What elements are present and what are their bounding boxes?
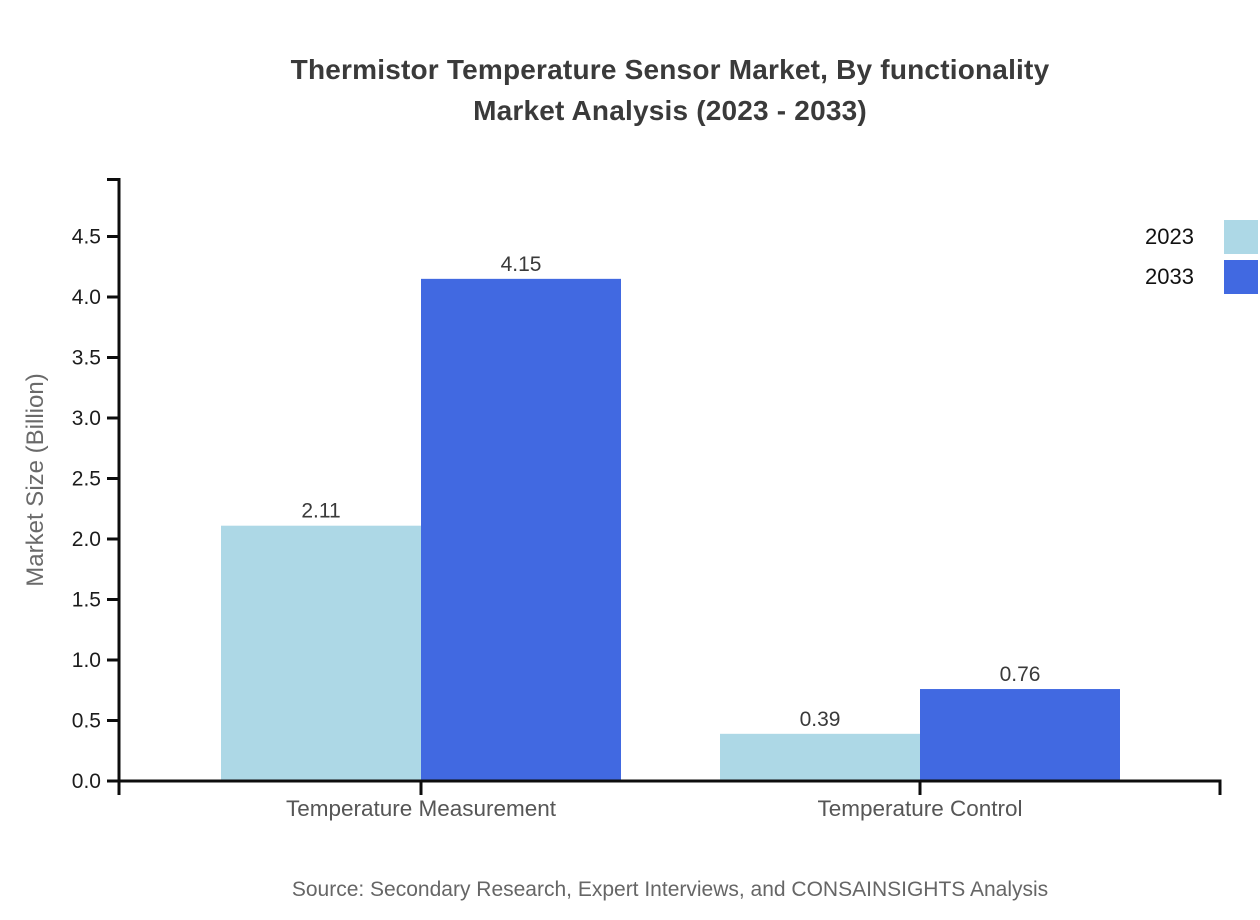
x-axis-end-cap	[1218, 781, 1222, 795]
y-tick-label: 0.5	[72, 710, 101, 733]
y-tick-label: 4.5	[72, 226, 101, 249]
y-tick	[107, 235, 119, 238]
legend-swatch-icon	[1224, 260, 1258, 294]
x-tick	[918, 781, 922, 795]
bar-2033-temperature-control	[920, 689, 1120, 781]
y-tick	[107, 537, 119, 541]
legend-item-2023: 2023	[1145, 220, 1258, 254]
y-tick-label: 2.0	[72, 528, 101, 551]
y-tick	[107, 658, 119, 662]
chart-title: Thermistor Temperature Sensor Market, By…	[140, 49, 1200, 131]
legend: 2023 2033	[1145, 220, 1258, 294]
chart-title-line2: Market Analysis (2023 - 2033)	[473, 95, 867, 126]
y-tick-label: 3.0	[72, 407, 101, 430]
legend-swatch-icon	[1224, 220, 1258, 254]
x-axis-line	[117, 779, 1222, 783]
y-tick	[107, 477, 119, 480]
y-tick-label: 1.5	[72, 589, 101, 612]
y-tick-label: 4.0	[72, 286, 101, 309]
y-tick-label: 0.0	[72, 770, 101, 793]
bar-value-label: 0.76	[1000, 663, 1041, 686]
y-axis-end-cap	[107, 178, 119, 181]
legend-label: 2033	[1145, 264, 1194, 289]
y-tick	[107, 295, 119, 299]
y-tick-label: 1.0	[72, 649, 101, 672]
y-tick	[107, 356, 119, 359]
y-tick	[107, 779, 119, 783]
y-tick	[107, 598, 119, 601]
x-axis-left-cap	[117, 781, 121, 795]
legend-item-2033: 2033	[1145, 260, 1258, 294]
chart-title-line1: Thermistor Temperature Sensor Market, By…	[290, 54, 1050, 85]
y-axis-line	[117, 178, 121, 783]
y-tick-label: 3.5	[72, 347, 101, 370]
bar-2033-temperature-measurement	[421, 278, 621, 781]
bar-value-label: 4.15	[501, 253, 542, 276]
legend-label: 2023	[1145, 224, 1194, 249]
source-note: Source: Secondary Research, Expert Inter…	[291, 878, 1049, 901]
y-tick	[107, 719, 119, 722]
bar-2023-temperature-control	[720, 733, 920, 781]
category-label: Temperature Control	[817, 796, 1022, 821]
y-tick	[107, 416, 119, 420]
category-label: Temperature Measurement	[286, 796, 557, 821]
bar-value-label: 2.11	[301, 500, 340, 523]
x-tick	[419, 781, 423, 795]
y-tick-label: 2.5	[72, 468, 101, 491]
bar-value-label: 0.39	[800, 708, 841, 731]
bar-2023-temperature-measurement	[221, 525, 421, 781]
